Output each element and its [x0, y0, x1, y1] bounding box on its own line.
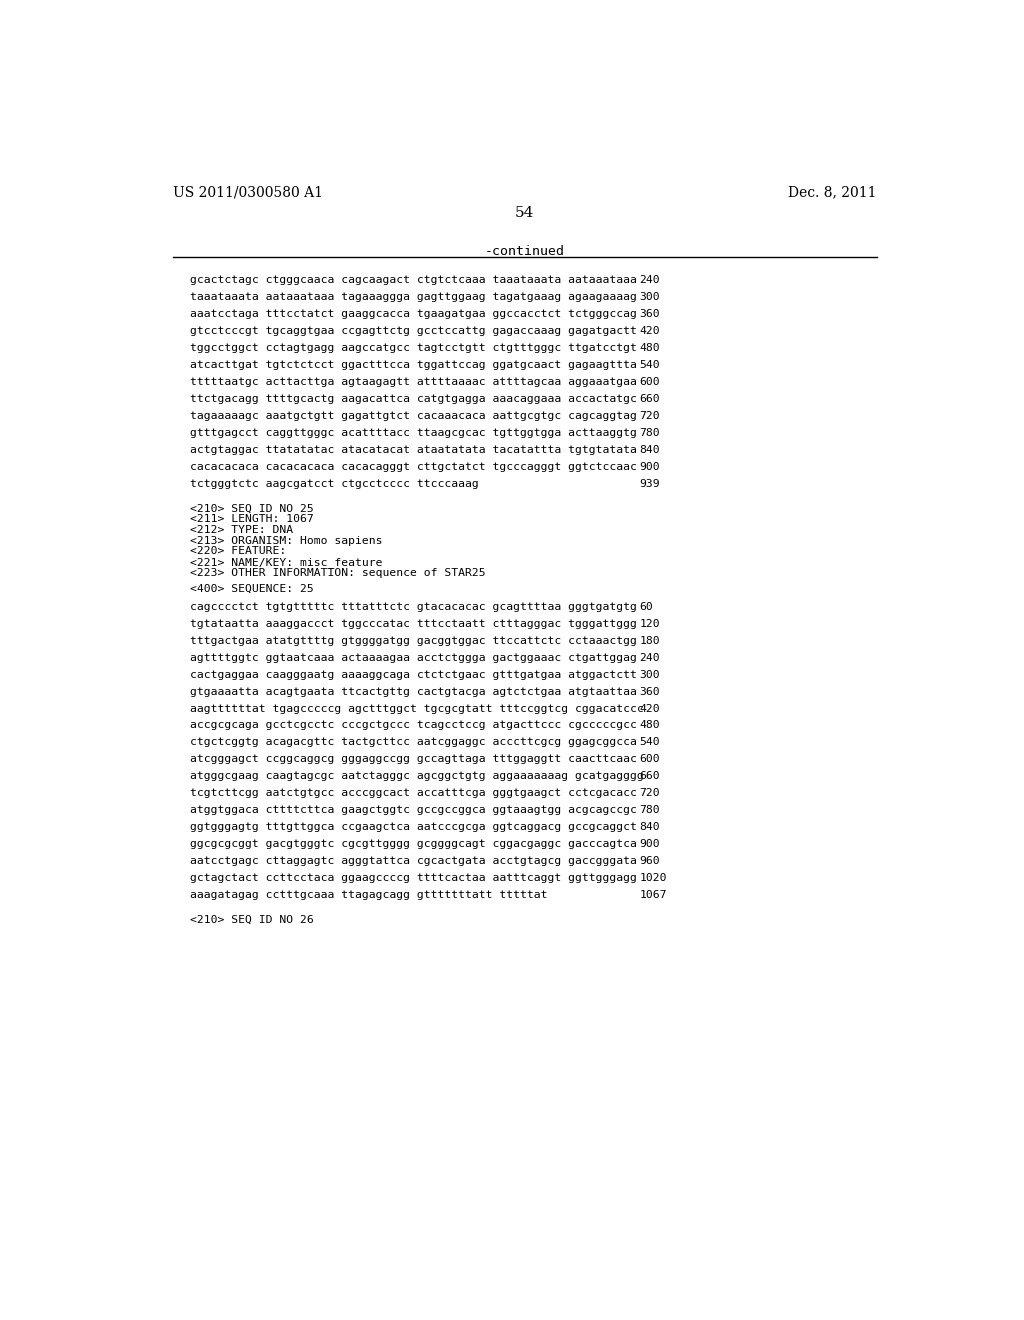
- Text: 600: 600: [640, 378, 660, 387]
- Text: 840: 840: [640, 822, 660, 832]
- Text: <210> SEQ ID NO 25: <210> SEQ ID NO 25: [190, 503, 313, 513]
- Text: tctgggtctc aagcgatcct ctgcctcccc ttcccaaag: tctgggtctc aagcgatcct ctgcctcccc ttcccaa…: [190, 479, 479, 488]
- Text: atggtggaca cttttcttca gaagctggtc gccgccggca ggtaaagtgg acgcagccgc: atggtggaca cttttcttca gaagctggtc gccgccg…: [190, 805, 637, 816]
- Text: atgggcgaag caagtagcgc aatctagggc agcggctgtg aggaaaaaaag gcatgagggg: atgggcgaag caagtagcgc aatctagggc agcggct…: [190, 771, 644, 781]
- Text: tcgtcttcgg aatctgtgcc acccggcact accatttcga gggtgaagct cctcgacacc: tcgtcttcgg aatctgtgcc acccggcact accattt…: [190, 788, 637, 799]
- Text: 600: 600: [640, 755, 660, 764]
- Text: actgtaggac ttatatatac atacatacat ataatatata tacatattta tgtgtatata: actgtaggac ttatatatac atacatacat ataatat…: [190, 445, 637, 455]
- Text: 120: 120: [640, 619, 660, 628]
- Text: 540: 540: [640, 360, 660, 370]
- Text: 780: 780: [640, 805, 660, 816]
- Text: 180: 180: [640, 636, 660, 645]
- Text: gctagctact ccttcctaca ggaagccccg ttttcactaa aatttcaggt ggttgggagg: gctagctact ccttcctaca ggaagccccg ttttcac…: [190, 873, 637, 883]
- Text: aagttttttat tgagcccccg agctttggct tgcgcgtatt tttccggtcg cggacatccc: aagttttttat tgagcccccg agctttggct tgcgcg…: [190, 704, 644, 714]
- Text: 60: 60: [640, 602, 653, 612]
- Text: ggcgcgcggt gacgtgggtc cgcgttgggg gcggggcagt cggacgaggc gacccagtca: ggcgcgcggt gacgtgggtc cgcgttgggg gcggggc…: [190, 840, 637, 849]
- Text: Dec. 8, 2011: Dec. 8, 2011: [788, 185, 877, 199]
- Text: tgtataatta aaaggaccct tggcccatac tttcctaatt ctttagggac tgggattggg: tgtataatta aaaggaccct tggcccatac tttccta…: [190, 619, 637, 628]
- Text: ctgctcggtg acagacgttc tactgcttcc aatcggaggc acccttcgcg ggagcggcca: ctgctcggtg acagacgttc tactgcttcc aatcgga…: [190, 738, 637, 747]
- Text: <212> TYPE: DNA: <212> TYPE: DNA: [190, 525, 293, 535]
- Text: <400> SEQUENCE: 25: <400> SEQUENCE: 25: [190, 583, 313, 594]
- Text: 540: 540: [640, 738, 660, 747]
- Text: 1020: 1020: [640, 873, 667, 883]
- Text: 240: 240: [640, 653, 660, 663]
- Text: aatcctgagc cttaggagtc agggtattca cgcactgata acctgtagcg gaccgggata: aatcctgagc cttaggagtc agggtattca cgcactg…: [190, 857, 637, 866]
- Text: gtgaaaatta acagtgaata ttcactgttg cactgtacga agtctctgaa atgtaattaa: gtgaaaatta acagtgaata ttcactgttg cactgta…: [190, 686, 637, 697]
- Text: atcgggagct ccggcaggcg gggaggccgg gccagttaga tttggaggtt caacttcaac: atcgggagct ccggcaggcg gggaggccgg gccagtt…: [190, 755, 637, 764]
- Text: aaatcctaga tttcctatct gaaggcacca tgaagatgaa ggccacctct tctgggccag: aaatcctaga tttcctatct gaaggcacca tgaagat…: [190, 309, 637, 319]
- Text: 660: 660: [640, 771, 660, 781]
- Text: US 2011/0300580 A1: US 2011/0300580 A1: [173, 185, 323, 199]
- Text: gcactctagc ctgggcaaca cagcaagact ctgtctcaaa taaataaata aataaataaa: gcactctagc ctgggcaaca cagcaagact ctgtctc…: [190, 276, 637, 285]
- Text: tttttaatgc acttacttga agtaagagtt attttaaaac attttagcaa aggaaatgaa: tttttaatgc acttacttga agtaagagtt attttaa…: [190, 378, 637, 387]
- Text: 54: 54: [515, 206, 535, 220]
- Text: <213> ORGANISM: Homo sapiens: <213> ORGANISM: Homo sapiens: [190, 536, 383, 545]
- Text: ttctgacagg ttttgcactg aagacattca catgtgagga aaacaggaaa accactatgc: ttctgacagg ttttgcactg aagacattca catgtga…: [190, 395, 637, 404]
- Text: 360: 360: [640, 686, 660, 697]
- Text: 360: 360: [640, 309, 660, 319]
- Text: accgcgcaga gcctcgcctc cccgctgccc tcagcctccg atgacttccc cgcccccgcc: accgcgcaga gcctcgcctc cccgctgccc tcagcct…: [190, 721, 637, 730]
- Text: 900: 900: [640, 840, 660, 849]
- Text: 420: 420: [640, 326, 660, 337]
- Text: gtttgagcct caggttgggc acattttacc ttaagcgcac tgttggtgga acttaaggtg: gtttgagcct caggttgggc acattttacc ttaagcg…: [190, 428, 637, 438]
- Text: 780: 780: [640, 428, 660, 438]
- Text: ggtgggagtg tttgttggca ccgaagctca aatcccgcga ggtcaggacg gccgcaggct: ggtgggagtg tttgttggca ccgaagctca aatcccg…: [190, 822, 637, 832]
- Text: 720: 720: [640, 788, 660, 799]
- Text: cactgaggaa caagggaatg aaaaggcaga ctctctgaac gtttgatgaa atggactctt: cactgaggaa caagggaatg aaaaggcaga ctctctg…: [190, 669, 637, 680]
- Text: tagaaaaagc aaatgctgtt gagattgtct cacaaacaca aattgcgtgc cagcaggtag: tagaaaaagc aaatgctgtt gagattgtct cacaaac…: [190, 411, 637, 421]
- Text: 660: 660: [640, 395, 660, 404]
- Text: 300: 300: [640, 669, 660, 680]
- Text: gtcctcccgt tgcaggtgaa ccgagttctg gcctccattg gagaccaaag gagatgactt: gtcctcccgt tgcaggtgaa ccgagttctg gcctcca…: [190, 326, 637, 337]
- Text: 840: 840: [640, 445, 660, 455]
- Text: aaagatagag cctttgcaaa ttagagcagg gtttttttatt tttttat: aaagatagag cctttgcaaa ttagagcagg gtttttt…: [190, 890, 548, 900]
- Text: 900: 900: [640, 462, 660, 471]
- Text: 720: 720: [640, 411, 660, 421]
- Text: 939: 939: [640, 479, 660, 488]
- Text: tggcctggct cctagtgagg aagccatgcc tagtcctgtt ctgtttgggc ttgatcctgt: tggcctggct cctagtgagg aagccatgcc tagtcct…: [190, 343, 637, 354]
- Text: <221> NAME/KEY: misc_feature: <221> NAME/KEY: misc_feature: [190, 557, 383, 568]
- Text: 480: 480: [640, 343, 660, 354]
- Text: 300: 300: [640, 293, 660, 302]
- Text: 480: 480: [640, 721, 660, 730]
- Text: tttgactgaa atatgttttg gtggggatgg gacggtggac ttccattctc cctaaactgg: tttgactgaa atatgttttg gtggggatgg gacggtg…: [190, 636, 637, 645]
- Text: 420: 420: [640, 704, 660, 714]
- Text: cacacacaca cacacacaca cacacagggt cttgctatct tgcccagggt ggtctccaac: cacacacaca cacacacaca cacacagggt cttgcta…: [190, 462, 637, 471]
- Text: cagcccctct tgtgtttttc tttatttctc gtacacacac gcagttttaa gggtgatgtg: cagcccctct tgtgtttttc tttatttctc gtacaca…: [190, 602, 637, 612]
- Text: 960: 960: [640, 857, 660, 866]
- Text: atcacttgat tgtctctcct ggactttcca tggattccag ggatgcaact gagaagttta: atcacttgat tgtctctcct ggactttcca tggattc…: [190, 360, 637, 370]
- Text: agttttggtc ggtaatcaaa actaaaagaa acctctggga gactggaaac ctgattggag: agttttggtc ggtaatcaaa actaaaagaa acctctg…: [190, 653, 637, 663]
- Text: 1067: 1067: [640, 890, 667, 900]
- Text: -continued: -continued: [484, 244, 565, 257]
- Text: <211> LENGTH: 1067: <211> LENGTH: 1067: [190, 515, 313, 524]
- Text: taaataaata aataaataaa tagaaaggga gagttggaag tagatgaaag agaagaaaag: taaataaata aataaataaa tagaaaggga gagttgg…: [190, 293, 637, 302]
- Text: 240: 240: [640, 276, 660, 285]
- Text: <223> OTHER INFORMATION: sequence of STAR25: <223> OTHER INFORMATION: sequence of STA…: [190, 568, 485, 578]
- Text: <220> FEATURE:: <220> FEATURE:: [190, 546, 287, 557]
- Text: <210> SEQ ID NO 26: <210> SEQ ID NO 26: [190, 915, 313, 924]
